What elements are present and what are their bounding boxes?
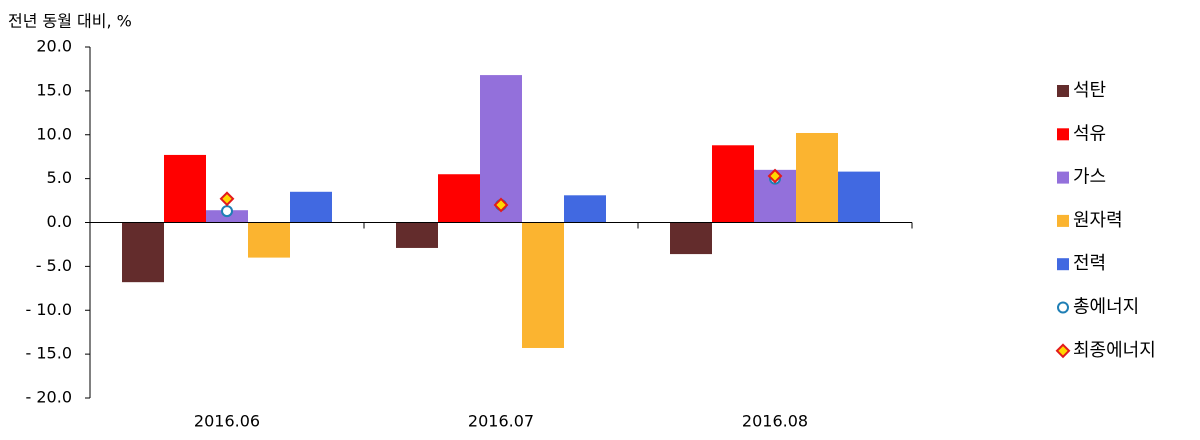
bar <box>396 222 438 248</box>
legend-label: 총에너지 <box>1073 297 1139 318</box>
legend-label: 석탄 <box>1073 80 1106 101</box>
y-tick-label: 0.0 <box>47 212 72 231</box>
legend-swatch <box>1057 258 1069 271</box>
legend-label: 가스 <box>1073 167 1106 188</box>
y-tick-label: 5.0 <box>47 168 72 187</box>
legend-label: 최종에너지 <box>1073 340 1156 361</box>
bar <box>248 222 290 258</box>
y-tick-label: - 15.0 <box>26 344 72 363</box>
x-tick-label: 2016.06 <box>194 412 260 431</box>
marker-circle <box>221 205 233 218</box>
bar <box>670 222 712 255</box>
marker-diamond <box>493 197 509 213</box>
bar <box>438 174 480 223</box>
bar <box>838 171 880 223</box>
y-tick-label: 15.0 <box>36 80 72 99</box>
marker-diamond <box>219 191 235 207</box>
x-tick-label: 2016.07 <box>468 412 534 431</box>
legend-swatch <box>1057 171 1069 184</box>
legend-marker <box>1057 301 1069 314</box>
bar <box>290 191 332 223</box>
y-tick-label: 10.0 <box>36 124 72 143</box>
marker-diamond <box>767 168 783 184</box>
bar <box>564 195 606 223</box>
legend-swatch <box>1057 128 1069 141</box>
legend-swatch <box>1057 85 1069 97</box>
legend-marker <box>1055 343 1071 359</box>
y-tick-label: 20.0 <box>36 37 72 56</box>
bar <box>122 222 164 283</box>
bar <box>164 154 206 223</box>
y-axis-label: 전년 동월 대비, % <box>8 12 132 31</box>
y-tick-label: - 20.0 <box>26 388 72 407</box>
y-tick-label: - 10.0 <box>26 300 72 319</box>
legend-label: 전력 <box>1073 253 1106 274</box>
bar <box>712 145 754 223</box>
legend-label: 석유 <box>1073 123 1106 144</box>
y-tick-label: - 5.0 <box>36 256 72 275</box>
legend-label: 원자력 <box>1073 210 1123 231</box>
x-tick-label: 2016.08 <box>742 412 808 431</box>
bar <box>796 132 838 223</box>
legend-swatch <box>1057 214 1069 227</box>
bar <box>522 222 564 348</box>
